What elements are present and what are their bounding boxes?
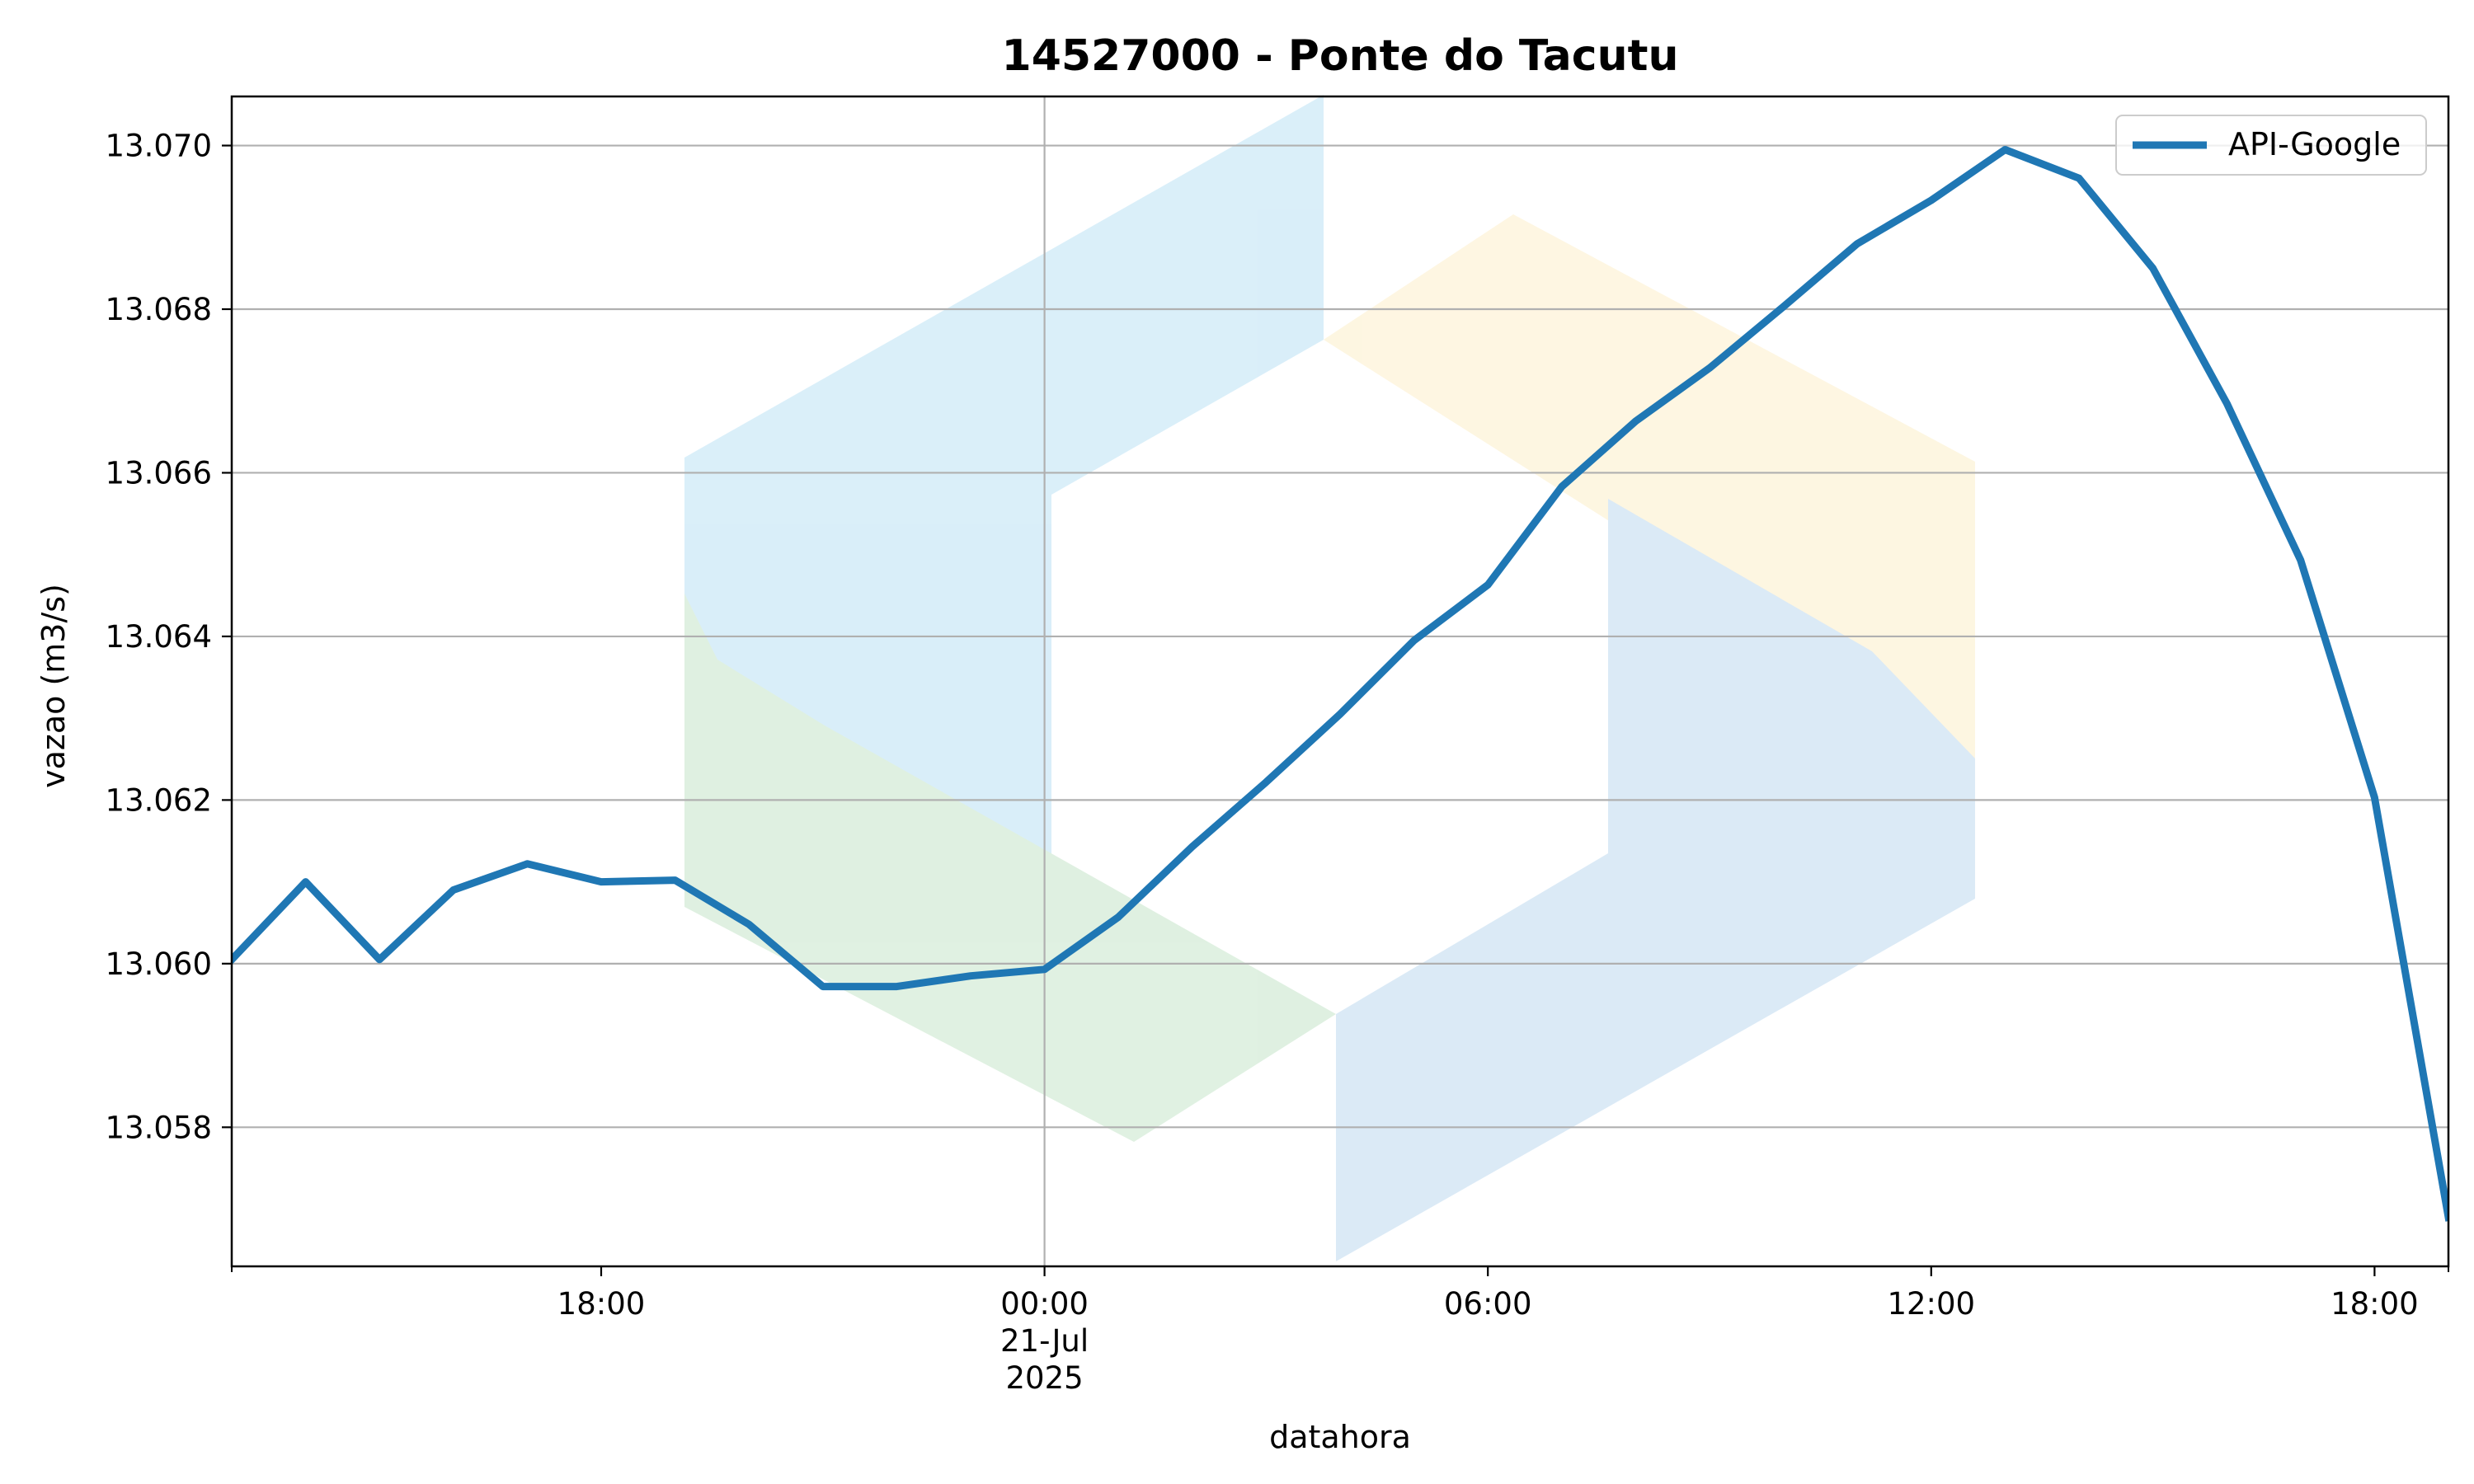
watermark-bottom-right-band: [1336, 499, 1975, 1261]
chart-title: 14527000 - Ponte do Tacutu: [1002, 31, 1679, 81]
y-tick-label: 13.068: [106, 292, 212, 327]
y-axis-label: vazao (m3/s): [35, 584, 72, 788]
y-axis: 13.058 13.060 13.062 13.064 13.066 13.068 13.0…: [106, 129, 232, 1145]
x-tick-label: 12:00: [1887, 1286, 1975, 1322]
x-tick-label: 06:00: [1444, 1286, 1532, 1322]
y-tick-label: 13.058: [106, 1110, 212, 1145]
y-tick-label: 13.070: [106, 129, 212, 164]
legend-label: API-Google: [2228, 126, 2401, 162]
x-axis: 18:00 00:00 21-Jul 2025 06:00 12:00 18:00: [231, 1266, 2449, 1396]
hexagon-logo-watermark-icon: [684, 95, 1975, 1261]
legend-box: [2115, 115, 2427, 176]
y-tick-label: 13.062: [106, 782, 212, 818]
legend: API-Google: [2115, 115, 2427, 176]
plot-frame: [230, 95, 2450, 1268]
watermark-bottom-left-band: [684, 594, 1336, 1142]
x-axis-label: datahora: [1269, 1419, 1411, 1455]
x-tick-label: 18:00: [2331, 1286, 2419, 1322]
x-tick-label: 00:00 21-Jul 2025: [1000, 1286, 1089, 1396]
y-tick-label: 13.066: [106, 455, 212, 491]
y-tick-label: 13.064: [106, 619, 212, 655]
watermark-top-left-band: [684, 95, 1324, 866]
grid-lines: [232, 96, 2448, 1266]
x-tick-label: 18:00: [557, 1286, 646, 1322]
series-layer: [232, 146, 2448, 1222]
y-tick-label: 13.060: [106, 946, 212, 982]
